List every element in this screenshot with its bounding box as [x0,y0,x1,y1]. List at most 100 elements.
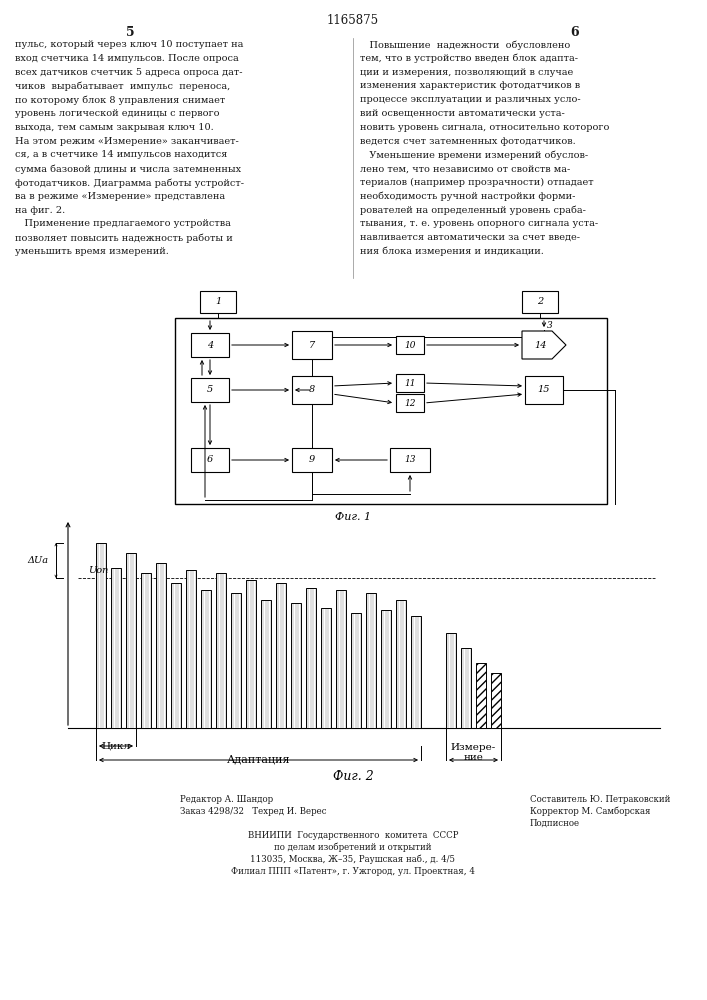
Text: 1165875: 1165875 [327,14,379,27]
Text: 7: 7 [309,340,315,350]
Text: по которому блок 8 управления снимает: по которому блок 8 управления снимает [15,95,226,105]
Text: 2: 2 [537,298,543,306]
Bar [396,394,424,412]
Text: 3: 3 [547,322,553,330]
Text: 1: 1 [215,298,221,306]
Bar [276,583,286,728]
Text: Корректор М. Самборская: Корректор М. Самборская [530,807,650,816]
Text: Фиг. 2: Фиг. 2 [332,770,373,783]
Text: тывания, т. е. уровень опорного сигнала уста-: тывания, т. е. уровень опорного сигнала … [360,219,598,228]
Text: 5: 5 [126,26,134,39]
Bar [476,663,486,728]
Bar [216,573,226,728]
Bar [96,543,106,728]
Text: новить уровень сигнала, относительно которого: новить уровень сигнала, относительно кот… [360,123,609,132]
Bar [231,593,241,728]
Bar [191,448,229,472]
Text: 8: 8 [309,385,315,394]
Text: фотодатчиков. Диаграмма работы устройст-: фотодатчиков. Диаграмма работы устройст- [15,178,244,188]
Text: пульс, который через ключ 10 поступает на: пульс, который через ключ 10 поступает н… [15,40,243,49]
Text: 9: 9 [309,456,315,464]
Polygon shape [522,331,566,359]
Text: ва в режиме «Измерение» представлена: ва в режиме «Измерение» представлена [15,192,225,201]
Text: 12: 12 [404,398,416,408]
Text: Фиг. 1: Фиг. 1 [335,512,371,522]
Text: 113035, Москва, Ж–35, Раушская наб., д. 4/5: 113035, Москва, Ж–35, Раушская наб., д. … [250,855,455,864]
Text: уровень логической единицы с первого: уровень логической единицы с первого [15,109,219,118]
Text: 6: 6 [207,456,213,464]
Text: 6: 6 [571,26,579,39]
Bar [111,568,121,728]
Text: 4: 4 [207,340,213,350]
Text: тем, что в устройство введен блок адапта-: тем, что в устройство введен блок адапта… [360,54,578,63]
Text: ции и измерения, позволяющий в случае: ции и измерения, позволяющий в случае [360,68,573,77]
Text: 10: 10 [404,340,416,350]
Text: необходимость ручной настройки форми-: необходимость ручной настройки форми- [360,192,575,201]
Bar [156,563,166,728]
Text: Uоп: Uоп [88,566,108,575]
Bar [292,448,332,472]
Text: 15: 15 [538,385,550,394]
Bar [396,600,406,728]
Text: 11: 11 [404,378,416,387]
Bar [201,590,211,728]
Text: выхода, тем самым закрывая ключ 10.: выхода, тем самым закрывая ключ 10. [15,123,214,132]
Bar [292,376,332,404]
Text: ВНИИПИ  Государственного  комитета  СССР: ВНИИПИ Государственного комитета СССР [247,831,458,840]
Bar [411,616,421,728]
Bar [446,633,456,728]
Bar [336,590,346,728]
Text: навливается автоматически за счет введе-: навливается автоматически за счет введе- [360,233,580,242]
Text: Составитель Ю. Петраковский: Составитель Ю. Петраковский [530,795,670,804]
Text: 13: 13 [404,456,416,464]
Text: чиков  вырабатывает  импульс  переноса,: чиков вырабатывает импульс переноса, [15,81,230,91]
Text: по делам изобретений и открытий: по делам изобретений и открытий [274,843,432,852]
Text: Уменьшение времени измерений обуслов-: Уменьшение времени измерений обуслов- [360,150,588,160]
Bar [525,376,563,404]
Text: изменения характеристик фотодатчиков в: изменения характеристик фотодатчиков в [360,81,580,90]
Text: вий освещенности автоматически уста-: вий освещенности автоматически уста- [360,109,565,118]
Bar [191,333,229,357]
Text: вход счетчика 14 импульсов. После опроса: вход счетчика 14 импульсов. После опроса [15,54,239,63]
Text: Повышение  надежности  обусловлено: Повышение надежности обусловлено [360,40,571,49]
Text: ведется счет затемненных фотодатчиков.: ведется счет затемненных фотодатчиков. [360,137,575,146]
Bar [321,608,331,728]
Text: всех датчиков счетчик 5 адреса опроса дат-: всех датчиков счетчик 5 адреса опроса да… [15,68,243,77]
Text: уменьшить время измерений.: уменьшить время измерений. [15,247,169,256]
Bar [175,318,607,504]
Text: сумма базовой длины и числа затемненных: сумма базовой длины и числа затемненных [15,164,241,174]
Text: на фиг. 2.: на фиг. 2. [15,206,65,215]
Text: Заказ 4298/32   Техред И. Верес: Заказ 4298/32 Техред И. Верес [180,807,327,816]
Bar [381,610,391,728]
Bar [306,588,316,728]
Text: ся, а в счетчике 14 импульсов находится: ся, а в счетчике 14 импульсов находится [15,150,228,159]
Bar [351,613,361,728]
Text: позволяет повысить надежность работы и: позволяет повысить надежность работы и [15,233,233,243]
Bar [200,291,236,313]
Bar [291,603,301,728]
Text: Применение предлагаемого устройства: Применение предлагаемого устройства [15,219,231,228]
Bar [191,378,229,402]
Text: ния блока измерения и индикации.: ния блока измерения и индикации. [360,247,544,256]
Text: Филиал ППП «Патент», г. Ужгород, ул. Проектная, 4: Филиал ППП «Патент», г. Ужгород, ул. Про… [231,867,475,876]
Text: процессе эксплуатации и различных усло-: процессе эксплуатации и различных усло- [360,95,580,104]
Text: 5: 5 [207,385,213,394]
Text: Адаптация: Адаптация [227,754,291,764]
Text: териалов (например прозрачности) отпадает: териалов (например прозрачности) отпадае… [360,178,594,187]
Text: ΔUа: ΔUа [28,556,49,565]
Text: На этом режим «Измерение» заканчивает-: На этом режим «Измерение» заканчивает- [15,137,239,146]
Bar [171,583,181,728]
Bar [390,448,430,472]
Bar [491,673,501,728]
Text: 14: 14 [534,340,547,350]
Bar [126,553,136,728]
Text: лено тем, что независимо от свойств ма-: лено тем, что независимо от свойств ма- [360,164,571,173]
Bar [141,573,151,728]
Bar [366,593,376,728]
Text: Редактор А. Шандор: Редактор А. Шандор [180,795,273,804]
Bar [246,580,256,728]
Bar [522,291,558,313]
Bar [461,648,471,728]
Text: Цикл: Цикл [102,741,131,750]
Bar [292,331,332,359]
